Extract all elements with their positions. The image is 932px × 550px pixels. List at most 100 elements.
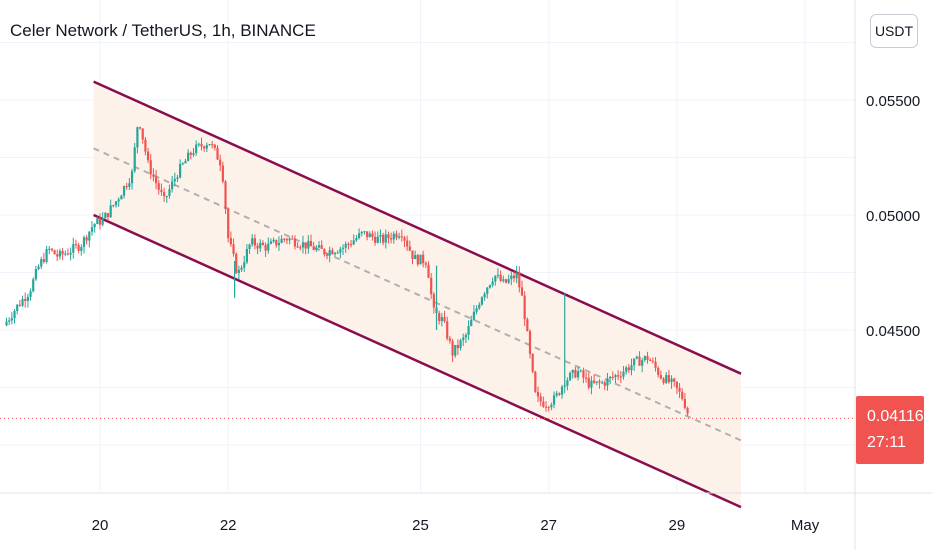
candle-body [513,276,515,279]
candle-body [275,240,277,245]
candle-body [302,242,304,247]
candle-body [8,320,10,321]
candle-body [254,238,256,245]
candle-body [577,371,579,377]
candle-body [467,326,469,335]
candle-body [88,232,90,241]
candle-body [542,402,544,407]
candle-body [230,238,232,244]
candle-body [240,268,242,270]
candle-body [235,254,237,273]
candle-body [200,144,202,147]
candle-body [86,237,88,240]
candle-body [75,244,77,245]
chart-title: Celer Network / TetherUS, 1h, BINANCE [10,21,316,41]
candle [227,207,229,242]
currency-button[interactable]: USDT [870,14,918,48]
candle-body [478,305,480,309]
candle-body [521,287,523,295]
y-tick-label: 0.05000 [866,208,920,225]
candle-body [670,379,672,382]
candle-body [393,234,395,240]
candle-body [382,235,384,243]
candle-body [83,237,85,247]
candle-body [561,387,563,395]
candle-body [339,249,341,253]
candle-body [13,311,15,318]
candle-body [251,238,253,244]
candle-body [558,393,560,395]
candle-body [390,238,392,239]
candle-body [192,153,194,155]
candle-body [305,242,307,248]
candle-body [40,259,42,266]
candle-body [524,296,526,320]
candle-body [11,318,13,320]
x-tick-label: May [791,517,820,534]
candle-body [163,192,165,196]
candle-body [310,241,312,246]
candle-body [195,145,197,154]
candle-body [80,247,82,251]
candle-body [518,272,520,287]
candle-body [419,255,421,265]
candle-body [256,246,258,249]
candle [134,143,136,173]
candle-body [24,299,26,301]
candle-body [492,282,494,285]
candle-body [678,388,680,392]
candle-body [644,356,646,360]
candle-body [459,340,461,348]
candle-body [633,358,635,365]
candle [19,300,21,307]
candle-body [462,337,464,340]
candle [37,264,39,270]
candle-body [395,234,397,238]
candle-body [342,248,344,249]
candle-body [99,218,101,224]
candle-body [112,205,114,206]
candle-body [649,360,651,361]
candle-body [174,179,176,182]
candle-body [267,244,269,251]
candle-body [614,375,616,377]
candle-body [451,341,453,356]
candle-body [283,239,285,240]
candle-body [273,240,275,242]
candle-body [430,278,432,294]
candle-body [494,276,496,282]
candle-body [500,275,502,281]
candle [11,312,13,324]
candle [75,240,77,249]
candle-body [620,376,622,377]
candle-body [438,313,440,321]
candle-body [622,372,624,377]
candle-body [550,405,552,407]
candle-body [457,345,459,348]
x-tick-label: 27 [540,517,557,534]
candle-body [604,382,606,385]
candle-body [553,395,555,404]
candle-body [534,372,536,392]
candle-body [216,148,218,160]
candle-body [222,165,224,181]
candle [16,304,18,314]
candle-body [37,267,39,269]
candle-body [78,245,80,251]
candle-body [601,382,603,383]
last-price-tag: 0.04116 27:11 [856,396,924,464]
candle [35,266,37,281]
candle-body [526,319,528,331]
candle-body [142,128,144,139]
candle-body [529,331,531,354]
candle-body [32,279,34,291]
candle-body [248,244,250,249]
candle-body [673,379,675,382]
candle-body [289,239,291,241]
candle-body [657,368,659,375]
candle-body [96,218,98,224]
candle-body [406,241,408,247]
candle-body [486,288,488,294]
candle [83,235,85,253]
